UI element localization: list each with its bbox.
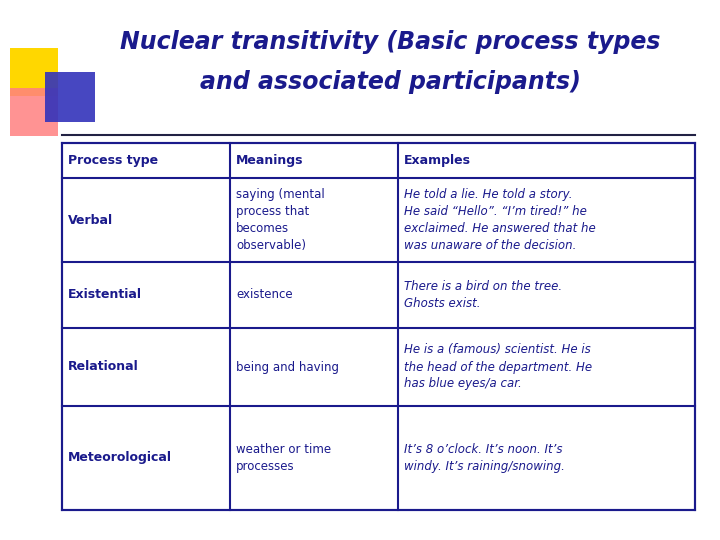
- Text: and associated participants): and associated participants): [199, 70, 580, 94]
- Text: He is a (famous) scientist. He is
the head of the department. He
has blue eyes/a: He is a (famous) scientist. He is the he…: [404, 343, 592, 390]
- Text: He told a lie. He told a story.
He said “Hello”. “I’m tired!” he
exclaimed. He a: He told a lie. He told a story. He said …: [404, 188, 595, 252]
- Text: Meanings: Meanings: [236, 154, 304, 167]
- Text: saying (mental
process that
becomes
observable): saying (mental process that becomes obse…: [236, 188, 325, 252]
- Text: Examples: Examples: [404, 154, 471, 167]
- Bar: [62, 143, 695, 510]
- Text: existence: existence: [236, 288, 292, 301]
- Text: being and having: being and having: [236, 361, 339, 374]
- Text: Meteorological: Meteorological: [68, 451, 172, 464]
- Text: Relational: Relational: [68, 361, 139, 374]
- Text: weather or time
processes: weather or time processes: [236, 443, 331, 473]
- Text: Verbal: Verbal: [68, 213, 113, 226]
- Bar: [10, 88, 58, 136]
- Text: Existential: Existential: [68, 288, 142, 301]
- Text: It’s 8 o’clock. It’s noon. It’s
windy. It’s raining/snowing.: It’s 8 o’clock. It’s noon. It’s windy. I…: [404, 443, 565, 473]
- Text: Nuclear transitivity (Basic process types: Nuclear transitivity (Basic process type…: [120, 30, 660, 54]
- Text: Process type: Process type: [68, 154, 158, 167]
- Text: There is a bird on the tree.
Ghosts exist.: There is a bird on the tree. Ghosts exis…: [404, 280, 562, 310]
- Bar: [10, 48, 58, 96]
- Bar: [45, 72, 95, 122]
